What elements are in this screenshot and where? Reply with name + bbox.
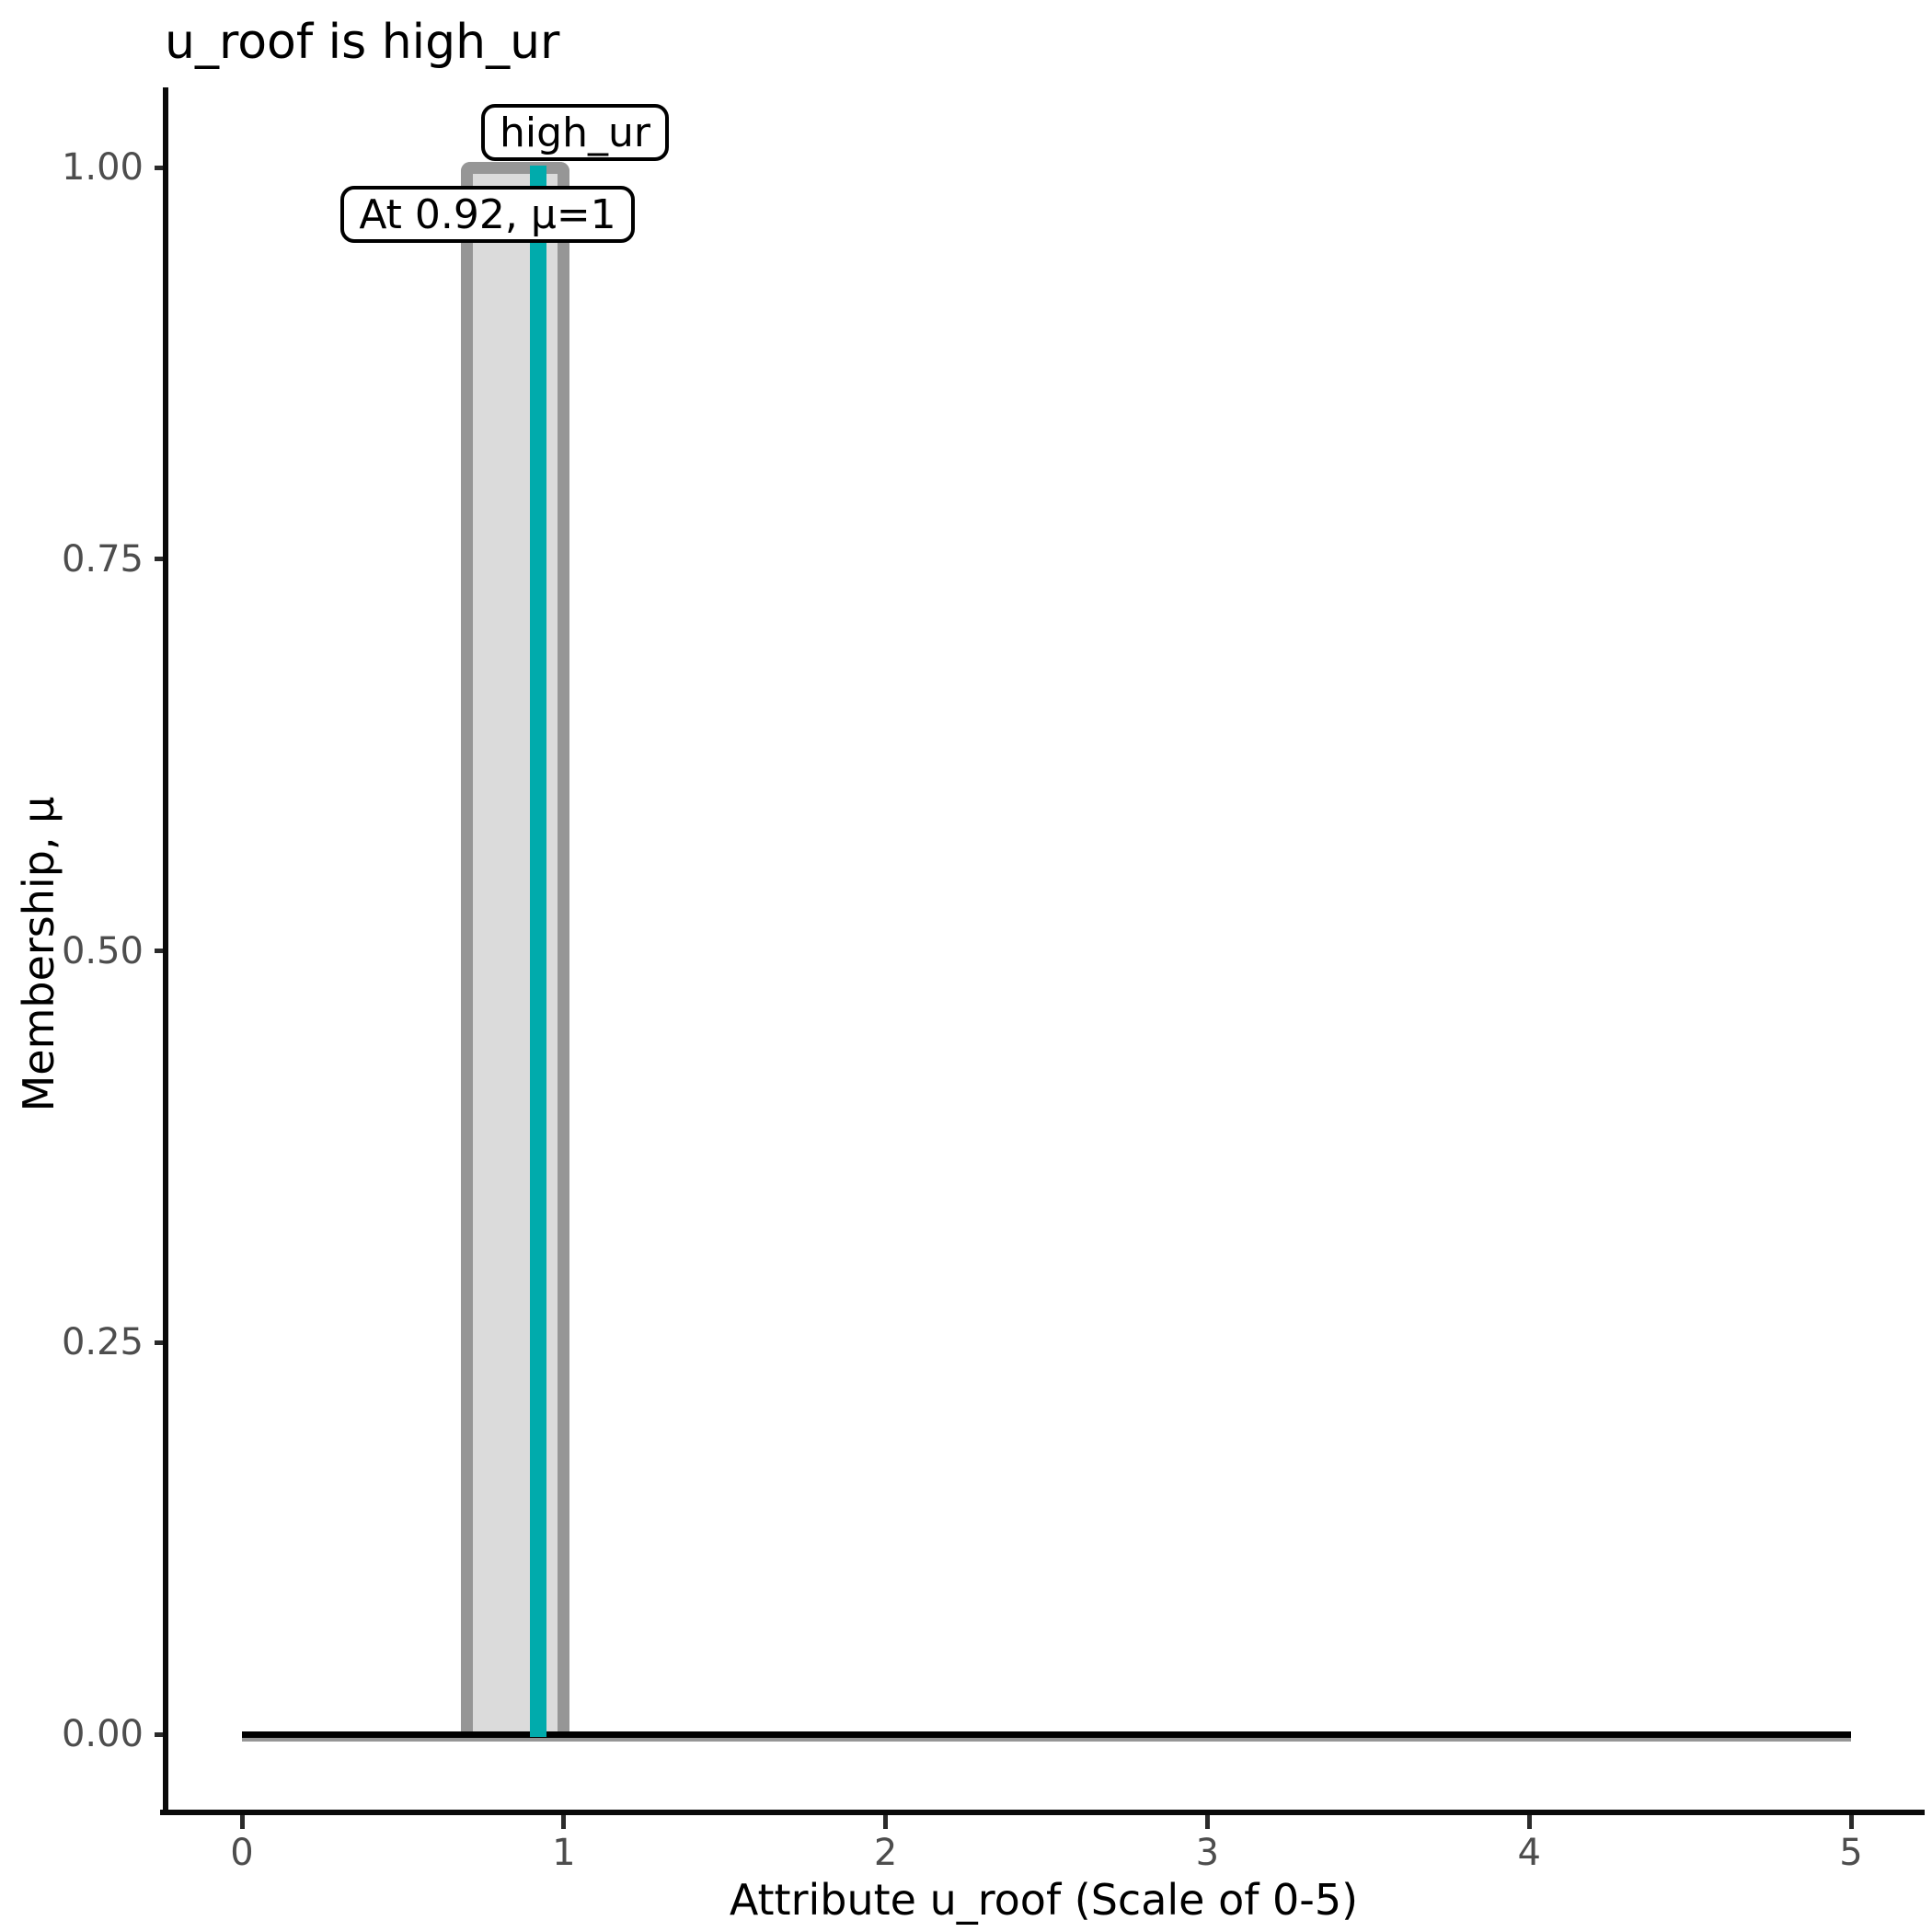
mf-name-label-box: high_ur [481,104,669,161]
x-tick-label: 1 [552,1832,576,1874]
x-tick-mark [1848,1815,1854,1829]
x-tick-mark [883,1815,889,1829]
membership-value-label-box: At 0.92, μ=1 [340,186,635,243]
x-tick-mark [1204,1815,1210,1829]
x-tick-mark [561,1815,567,1829]
y-tick-mark [155,165,163,170]
x-axis-title: Attribute u_roof (Scale of 0-5) [729,1875,1359,1925]
y-tick-mark [155,949,163,953]
chart-title: u_roof is high_ur [165,15,560,70]
y-tick-label: 0.75 [61,537,144,581]
y-tick-mark [155,1340,163,1345]
y-tick-mark [155,1731,163,1737]
membership-value-label-text: At 0.92, μ=1 [359,190,616,238]
mf-name-label-text: high_ur [500,109,650,156]
x-tick-label: 5 [1839,1832,1863,1874]
x-tick-label: 4 [1517,1832,1541,1874]
y-tick-label: 0.00 [61,1713,144,1755]
x-tick-mark [1526,1815,1532,1829]
zero-membership-line [242,1731,1851,1738]
membership-function-bar [461,161,570,1737]
crisp-input-line [529,166,546,1737]
y-tick-mark [155,557,163,562]
y-axis-line [163,87,168,1815]
x-tick-mark [239,1815,245,1829]
x-tick-label: 2 [873,1832,898,1874]
x-axis-line [160,1810,1925,1815]
x-tick-label: 3 [1195,1832,1220,1874]
y-tick-label: 0.25 [61,1321,144,1364]
y-tick-label: 1.00 [61,146,144,189]
y-tick-label: 0.50 [61,929,144,972]
membership-function-baseline [242,1737,1851,1742]
x-tick-label: 0 [230,1832,254,1874]
